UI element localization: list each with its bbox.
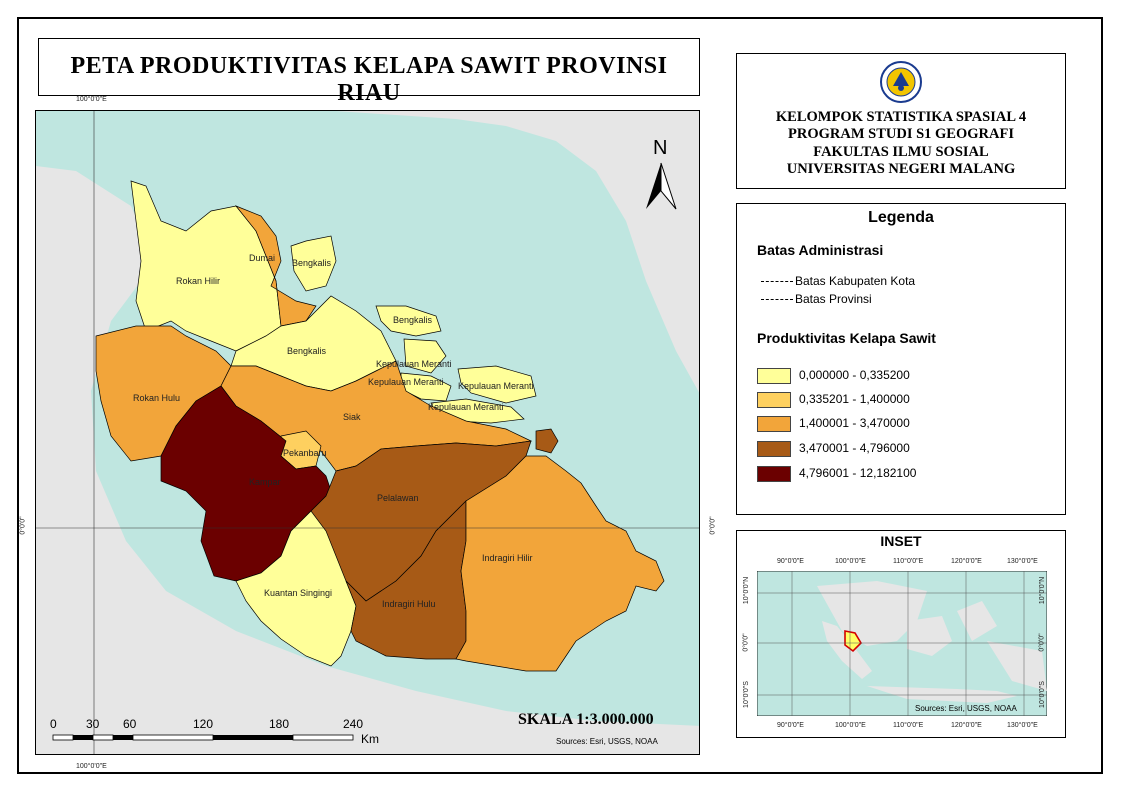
graticule-label-bottom: 100°0'0"E [76, 763, 107, 770]
legend-title: Legenda [868, 209, 934, 226]
sumatra-landmass [36, 166, 699, 754]
org-line-1: KELOMPOK STATISTIKA SPASIAL 4 [775, 109, 1027, 125]
inset-lon-top-4: 130°0'0"E [1007, 558, 1038, 565]
region-labels: Rokan Hilir Dumai Bengkalis Bengkalis Be… [133, 253, 534, 609]
label-bengkalis-3: Bengkalis [393, 315, 433, 325]
north-arrow-icon: N [646, 137, 677, 210]
inset-lat-left-0: 10°0'0"N [743, 576, 751, 605]
legend: Legenda Batas Administrasi Batas Kabupat… [736, 203, 1066, 515]
inset-lat-right-1: 0°0'0" [1038, 633, 1046, 652]
region-meranti-1 [403, 338, 447, 374]
inset-lon-top-1: 100°0'0"E [835, 558, 866, 565]
label-bengkalis-2: Bengkalis [287, 346, 327, 356]
graticule-label-left: 0°0'0" [19, 516, 27, 535]
label-bengkalis-1: Bengkalis [292, 258, 332, 268]
map-canvas: Rokan Hilir Dumai Bengkalis Bengkalis Be… [36, 111, 699, 754]
island-top-right [664, 123, 699, 159]
label-kuantan-singingi: Kuantan Singingi [264, 588, 332, 598]
org-box: KELOMPOK STATISTIKA SPASIAL 4 PROGRAM ST… [736, 53, 1066, 189]
legend-swatch-4 [757, 466, 791, 482]
inset-lon-bottom-2: 110°0'0"E [893, 722, 924, 729]
label-rokan-hilir: Rokan Hilir [176, 276, 220, 286]
map-sheet-border [17, 17, 1103, 774]
label-siak: Siak [343, 412, 361, 422]
inset-lon-top-2: 110°0'0"E [893, 558, 924, 565]
scale-tick-30: 30 [86, 717, 100, 731]
legend-swatch-3 [757, 441, 791, 457]
legend-admin-item-provinsi: Batas Provinsi [761, 292, 872, 306]
label-pelalawan: Pelalawan [377, 493, 419, 503]
label-pekanbaru: Pekanbaru [283, 448, 327, 458]
region-bengkalis-island-1 [290, 235, 337, 292]
legend-swatch-2 [757, 416, 791, 432]
label-indragiri-hulu: Indragiri Hulu [382, 599, 436, 609]
label-indragiri-hilir: Indragiri Hilir [482, 553, 533, 563]
label-dumai: Dumai [249, 253, 275, 263]
region-indragiri-hilir [455, 455, 665, 672]
legend-swatch-1 [757, 392, 791, 408]
graticule-label-right: 0°0'0" [709, 516, 717, 535]
inset-map-canvas: Sources: Esri, USGS, NOAA [757, 571, 1047, 716]
inset-riau-highlight [844, 630, 863, 653]
org-line-3: FAKULTAS ILMU SOSIAL [813, 144, 989, 160]
malaysia-landmass [336, 111, 699, 393]
scale-tick-240: 240 [343, 717, 363, 731]
scale-tick-0: 0 [50, 717, 57, 731]
scale-tick-180: 180 [269, 717, 289, 731]
title-box: PETA PRODUKTIVITAS KELAPA SAWIT PROVINSI… [38, 38, 700, 106]
label-rokan-hulu: Rokan Hulu [133, 393, 180, 403]
scale-bar: 0 30 60 120 180 240 Km [50, 717, 379, 746]
legend-label-1: 0,335201 - 1,400000 [799, 392, 910, 406]
boundary-line-icon [761, 281, 793, 283]
label-kampar: Kampar [249, 477, 281, 487]
region-bengkalis-island-2 [375, 305, 442, 337]
scale-tick-60: 60 [123, 717, 137, 731]
inset-lat-right-0: 10°0'0"N [1039, 576, 1047, 605]
org-line-4: UNIVERSITAS NEGERI MALANG [786, 161, 1016, 177]
legend-label-2: 1,400001 - 3,470000 [799, 416, 910, 430]
inset-lat-right-2: 10°0'0"S [1038, 681, 1046, 708]
label-meranti-3: Kepulauan Meranti [458, 381, 534, 391]
legend-label-3: 3,470001 - 4,796000 [799, 441, 910, 455]
label-meranti-1: Kepulauan Meranti [376, 359, 452, 369]
inset-map-box[interactable]: INSET Sources: Esri, USGS, NOAA 90°0'0"E… [736, 530, 1066, 738]
region-dumai [234, 205, 317, 327]
inset-lon-bottom-3: 120°0'0"E [951, 722, 982, 729]
legend-admin-item-kabupaten: Batas Kabupaten Kota [761, 274, 915, 288]
inset-lon-top-3: 120°0'0"E [951, 558, 982, 565]
map-sources: Sources: Esri, USGS, NOAA [556, 737, 658, 746]
inset-lon-bottom-1: 100°0'0"E [835, 722, 866, 729]
graticule-label-top: 100°0'0"E [76, 96, 107, 103]
inset-sources: Sources: Esri, USGS, NOAA [915, 704, 1017, 713]
boundary-line-icon [761, 299, 793, 301]
map-title: PETA PRODUKTIVITAS KELAPA SAWIT PROVINSI… [70, 53, 668, 106]
legend-label-4: 4,796001 - 12,182100 [799, 466, 917, 480]
org-line-2: PROGRAM STUDI S1 GEOGRAFI [788, 126, 1014, 142]
region-meranti-3 [457, 365, 537, 404]
main-map[interactable]: Rokan Hilir Dumai Bengkalis Bengkalis Be… [35, 110, 700, 755]
legend-admin-title: Batas Administrasi [757, 242, 884, 258]
inset-lat-left-1: 0°0'0" [742, 633, 750, 652]
legend-swatch-0 [757, 368, 791, 384]
legend-prod-title: Produktivitas Kelapa Sawit [757, 330, 936, 346]
legend-label-0: 0,000000 - 0,335200 [799, 368, 910, 382]
label-meranti-4: Kepulauan Meranti [428, 402, 504, 412]
inset-lat-left-2: 10°0'0"S [742, 681, 750, 708]
north-label: N [653, 137, 667, 159]
label-meranti-2: Kepulauan Meranti [368, 377, 444, 387]
university-logo-icon [880, 61, 922, 103]
inset-lon-bottom-4: 130°0'0"E [1007, 722, 1038, 729]
scale-unit: Km [361, 732, 379, 746]
inset-title: INSET [880, 533, 922, 549]
inset-lon-top-0: 90°0'0"E [777, 558, 804, 565]
region-small-island-east [535, 428, 559, 454]
scale-tick-120: 120 [193, 717, 213, 731]
inset-lon-bottom-0: 90°0'0"E [777, 722, 804, 729]
scale-text: SKALA 1:3.000.000 [518, 711, 654, 728]
